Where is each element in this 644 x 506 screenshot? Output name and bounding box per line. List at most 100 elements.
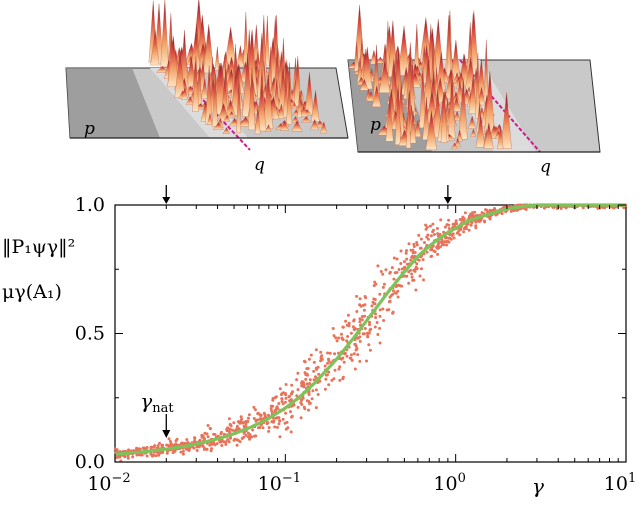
spike [458, 78, 468, 140]
scatter-point [277, 402, 281, 405]
scatter-point [369, 327, 373, 331]
scatter-point [349, 331, 353, 335]
spike [239, 116, 252, 127]
spike [409, 110, 417, 144]
scatter-point [469, 223, 473, 227]
scatter-point [473, 210, 477, 214]
spike [214, 46, 220, 71]
spike [277, 103, 285, 119]
scatter-point [394, 291, 398, 295]
scatter-point [330, 378, 334, 382]
scatter-point [257, 426, 260, 430]
scatter-point [347, 324, 351, 328]
scatter-point [303, 407, 307, 411]
scatter-point [309, 353, 313, 357]
scatter-point [436, 232, 440, 236]
scatter-point [230, 428, 234, 432]
scatter-point [149, 452, 153, 456]
scatter-point [225, 429, 229, 433]
x-tick-label-base: 10 [604, 473, 628, 495]
scatter-point [399, 249, 403, 253]
scatter-point [327, 370, 331, 374]
scatter-point [289, 410, 292, 414]
scatter-point [320, 354, 324, 358]
scatter-point [312, 369, 316, 373]
scatter-point [334, 336, 338, 340]
scatter-point [404, 251, 408, 255]
scatter-point [167, 437, 171, 441]
scatter-point [435, 227, 439, 230]
scatter-point [273, 409, 277, 413]
scatter-point [414, 288, 418, 292]
scatter-point [278, 387, 282, 391]
scatter-point [407, 281, 411, 285]
spike [227, 111, 236, 118]
scatter-point [430, 254, 434, 258]
spike [212, 122, 224, 130]
spike [453, 110, 461, 121]
scatter-point [157, 451, 161, 455]
scatter-point [185, 438, 189, 442]
scatter-point [208, 443, 212, 447]
scatter-point [349, 356, 353, 360]
x-tick-label-base: 10 [433, 473, 457, 495]
scatter-point [240, 437, 244, 440]
scatter-point [201, 435, 205, 439]
scatter-point [138, 448, 142, 451]
scatter-point [161, 443, 165, 447]
x-tick-label-exponent: −2 [112, 471, 131, 486]
scatter-point [252, 405, 256, 409]
scatter-point [385, 308, 389, 312]
scatter-point [281, 417, 285, 421]
scatter-point [363, 327, 367, 330]
scatter-point [165, 443, 169, 447]
scatter-point [242, 420, 245, 424]
scatter-point [417, 258, 421, 262]
scatter-point [396, 283, 400, 287]
scatter-point [145, 446, 149, 449]
scatter-point [284, 383, 288, 386]
scatter-point [305, 382, 309, 386]
spike [320, 121, 328, 134]
scatter-point [346, 335, 350, 338]
spike [242, 53, 253, 117]
scatter-point [269, 407, 273, 411]
scatter-point [384, 268, 388, 272]
scatter-point [242, 425, 246, 429]
scatter-point [113, 447, 117, 451]
scatter-point [308, 378, 312, 382]
scatter-point [376, 333, 380, 336]
spike [310, 118, 319, 130]
scatter-point [367, 331, 371, 335]
scatter-point [213, 433, 217, 436]
scatter-point [341, 325, 345, 329]
scatter-point [244, 422, 248, 426]
spike [167, 36, 179, 87]
scatter-point [326, 351, 330, 355]
scatter-point [420, 267, 423, 271]
scatter-point [316, 393, 320, 396]
scatter-point [180, 441, 184, 445]
scatter-point [149, 445, 153, 449]
scatter-point [161, 451, 165, 454]
spike [366, 90, 375, 102]
scatter-point [266, 413, 270, 417]
scatter-point [379, 270, 383, 273]
scatter-point [431, 222, 435, 226]
scatter-point [430, 248, 434, 252]
x-tick-label: 101 [604, 471, 636, 495]
spike [497, 125, 504, 150]
scatter-point [381, 285, 385, 289]
spike [236, 80, 242, 134]
x-tick-label-exponent: 1 [628, 471, 636, 486]
scatter-point [363, 314, 367, 318]
scatter-point [192, 446, 196, 450]
scatter-point [278, 435, 282, 439]
spike [192, 56, 199, 112]
spike [483, 122, 494, 149]
scatter-point [396, 295, 400, 299]
scatter-point [342, 360, 346, 364]
scatter-point [446, 239, 449, 243]
scatter-point [410, 275, 414, 279]
scatter-point [352, 327, 356, 331]
